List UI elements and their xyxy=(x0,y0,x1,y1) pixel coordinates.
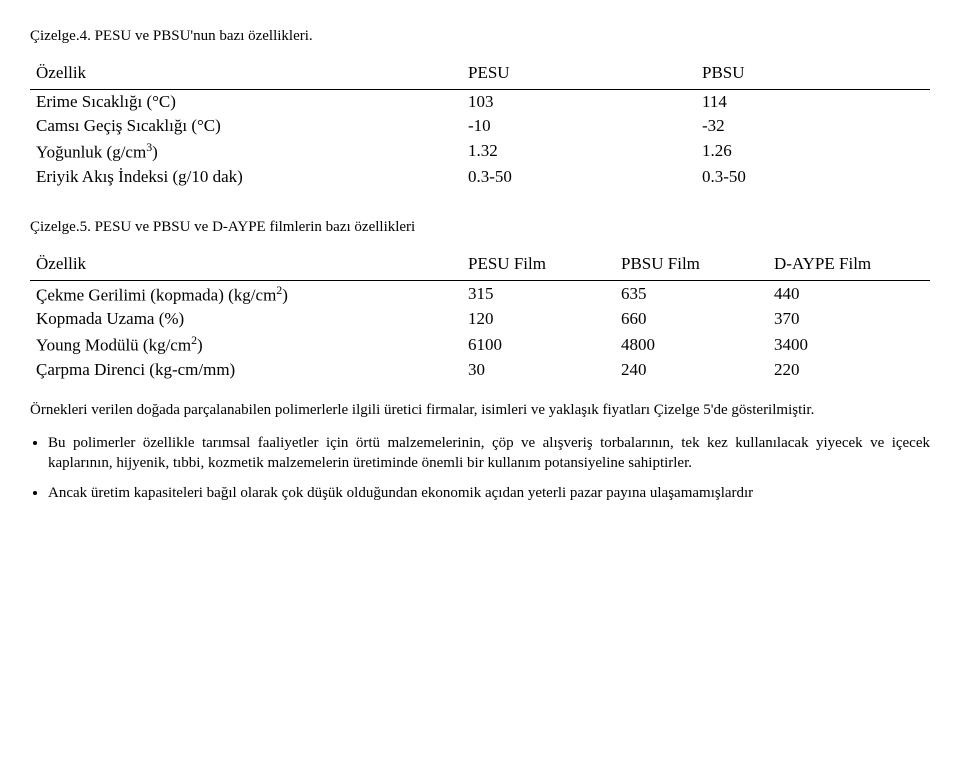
table2: Özellik PESU Film PBSU Film D-AYPE Film … xyxy=(30,248,930,382)
table2-h0: Özellik xyxy=(30,248,462,281)
table2-prop-cell: Young Modülü (kg/cm2) xyxy=(30,331,462,358)
table1-pesu-cell: 103 xyxy=(462,90,696,115)
table1-prop-cell: Yoğunluk (g/cm3) xyxy=(30,138,462,165)
table1-h2: PBSU xyxy=(696,57,930,90)
table1-prop-cell: Camsı Geçiş Sıcaklığı (°C) xyxy=(30,114,462,138)
table2-caption: Çizelge.5. PESU ve PBSU ve D-AYPE filmle… xyxy=(30,219,930,236)
table-row: Çekme Gerilimi (kopmada) (kg/cm2)3156354… xyxy=(30,280,930,307)
table2-c1-cell: 120 xyxy=(462,307,615,331)
table2-h3: D-AYPE Film xyxy=(768,248,930,281)
table2-h2: PBSU Film xyxy=(615,248,768,281)
table1-pesu-cell: 0.3-50 xyxy=(462,165,696,189)
table-row: Camsı Geçiş Sıcaklığı (°C)-10-32 xyxy=(30,114,930,138)
table2-c2-cell: 240 xyxy=(615,358,768,382)
table1-pbsu-cell: 0.3-50 xyxy=(696,165,930,189)
table-row: Yoğunluk (g/cm3)1.321.26 xyxy=(30,138,930,165)
bullet-item-2: Ancak üretim kapasiteleri bağıl olarak ç… xyxy=(48,484,930,504)
table2-c3-cell: 370 xyxy=(768,307,930,331)
table2-c2-cell: 635 xyxy=(615,280,768,307)
table1-pbsu-cell: -32 xyxy=(696,114,930,138)
table1-pbsu-cell: 114 xyxy=(696,90,930,115)
table1-pesu-cell: -10 xyxy=(462,114,696,138)
table2-prop-cell: Çarpma Direnci (kg-cm/mm) xyxy=(30,358,462,382)
table2-c2-cell: 660 xyxy=(615,307,768,331)
table2-c1-cell: 30 xyxy=(462,358,615,382)
table-row: Young Modülü (kg/cm2)610048003400 xyxy=(30,331,930,358)
table2-c1-cell: 6100 xyxy=(462,331,615,358)
table2-h1: PESU Film xyxy=(462,248,615,281)
table-row: Erime Sıcaklığı (°C)103114 xyxy=(30,90,930,115)
table1-prop-cell: Eriyik Akış İndeksi (g/10 dak) xyxy=(30,165,462,189)
table1-h0: Özellik xyxy=(30,57,462,90)
bullet-list: Bu polimerler özellikle tarımsal faaliye… xyxy=(30,434,930,503)
table2-container: Özellik PESU Film PBSU Film D-AYPE Film … xyxy=(30,248,930,382)
table2-c1-cell: 315 xyxy=(462,280,615,307)
table2-c3-cell: 3400 xyxy=(768,331,930,358)
table1-container: Özellik PESU PBSU Erime Sıcaklığı (°C)10… xyxy=(30,57,930,189)
table1-prop-cell: Erime Sıcaklığı (°C) xyxy=(30,90,462,115)
table1: Özellik PESU PBSU Erime Sıcaklığı (°C)10… xyxy=(30,57,930,189)
paragraph-text: Örnekleri verilen doğada parçalanabilen … xyxy=(30,400,930,420)
table2-c2-cell: 4800 xyxy=(615,331,768,358)
table1-pbsu-cell: 1.26 xyxy=(696,138,930,165)
table2-c3-cell: 220 xyxy=(768,358,930,382)
table-row: Çarpma Direnci (kg-cm/mm)30240220 xyxy=(30,358,930,382)
bullet-item-1: Bu polimerler özellikle tarımsal faaliye… xyxy=(48,434,930,474)
table-row: Eriyik Akış İndeksi (g/10 dak)0.3-500.3-… xyxy=(30,165,930,189)
table1-h1: PESU xyxy=(462,57,696,90)
table-row: Kopmada Uzama (%)120660370 xyxy=(30,307,930,331)
table1-body: Erime Sıcaklığı (°C)103114Camsı Geçiş Sı… xyxy=(30,90,930,189)
table2-body: Çekme Gerilimi (kopmada) (kg/cm2)3156354… xyxy=(30,280,930,382)
table1-header-row: Özellik PESU PBSU xyxy=(30,57,930,90)
table1-caption: Çizelge.4. PESU ve PBSU'nun bazı özellik… xyxy=(30,28,930,45)
table1-pesu-cell: 1.32 xyxy=(462,138,696,165)
table2-c3-cell: 440 xyxy=(768,280,930,307)
table2-prop-cell: Çekme Gerilimi (kopmada) (kg/cm2) xyxy=(30,280,462,307)
table2-prop-cell: Kopmada Uzama (%) xyxy=(30,307,462,331)
table2-header-row: Özellik PESU Film PBSU Film D-AYPE Film xyxy=(30,248,930,281)
